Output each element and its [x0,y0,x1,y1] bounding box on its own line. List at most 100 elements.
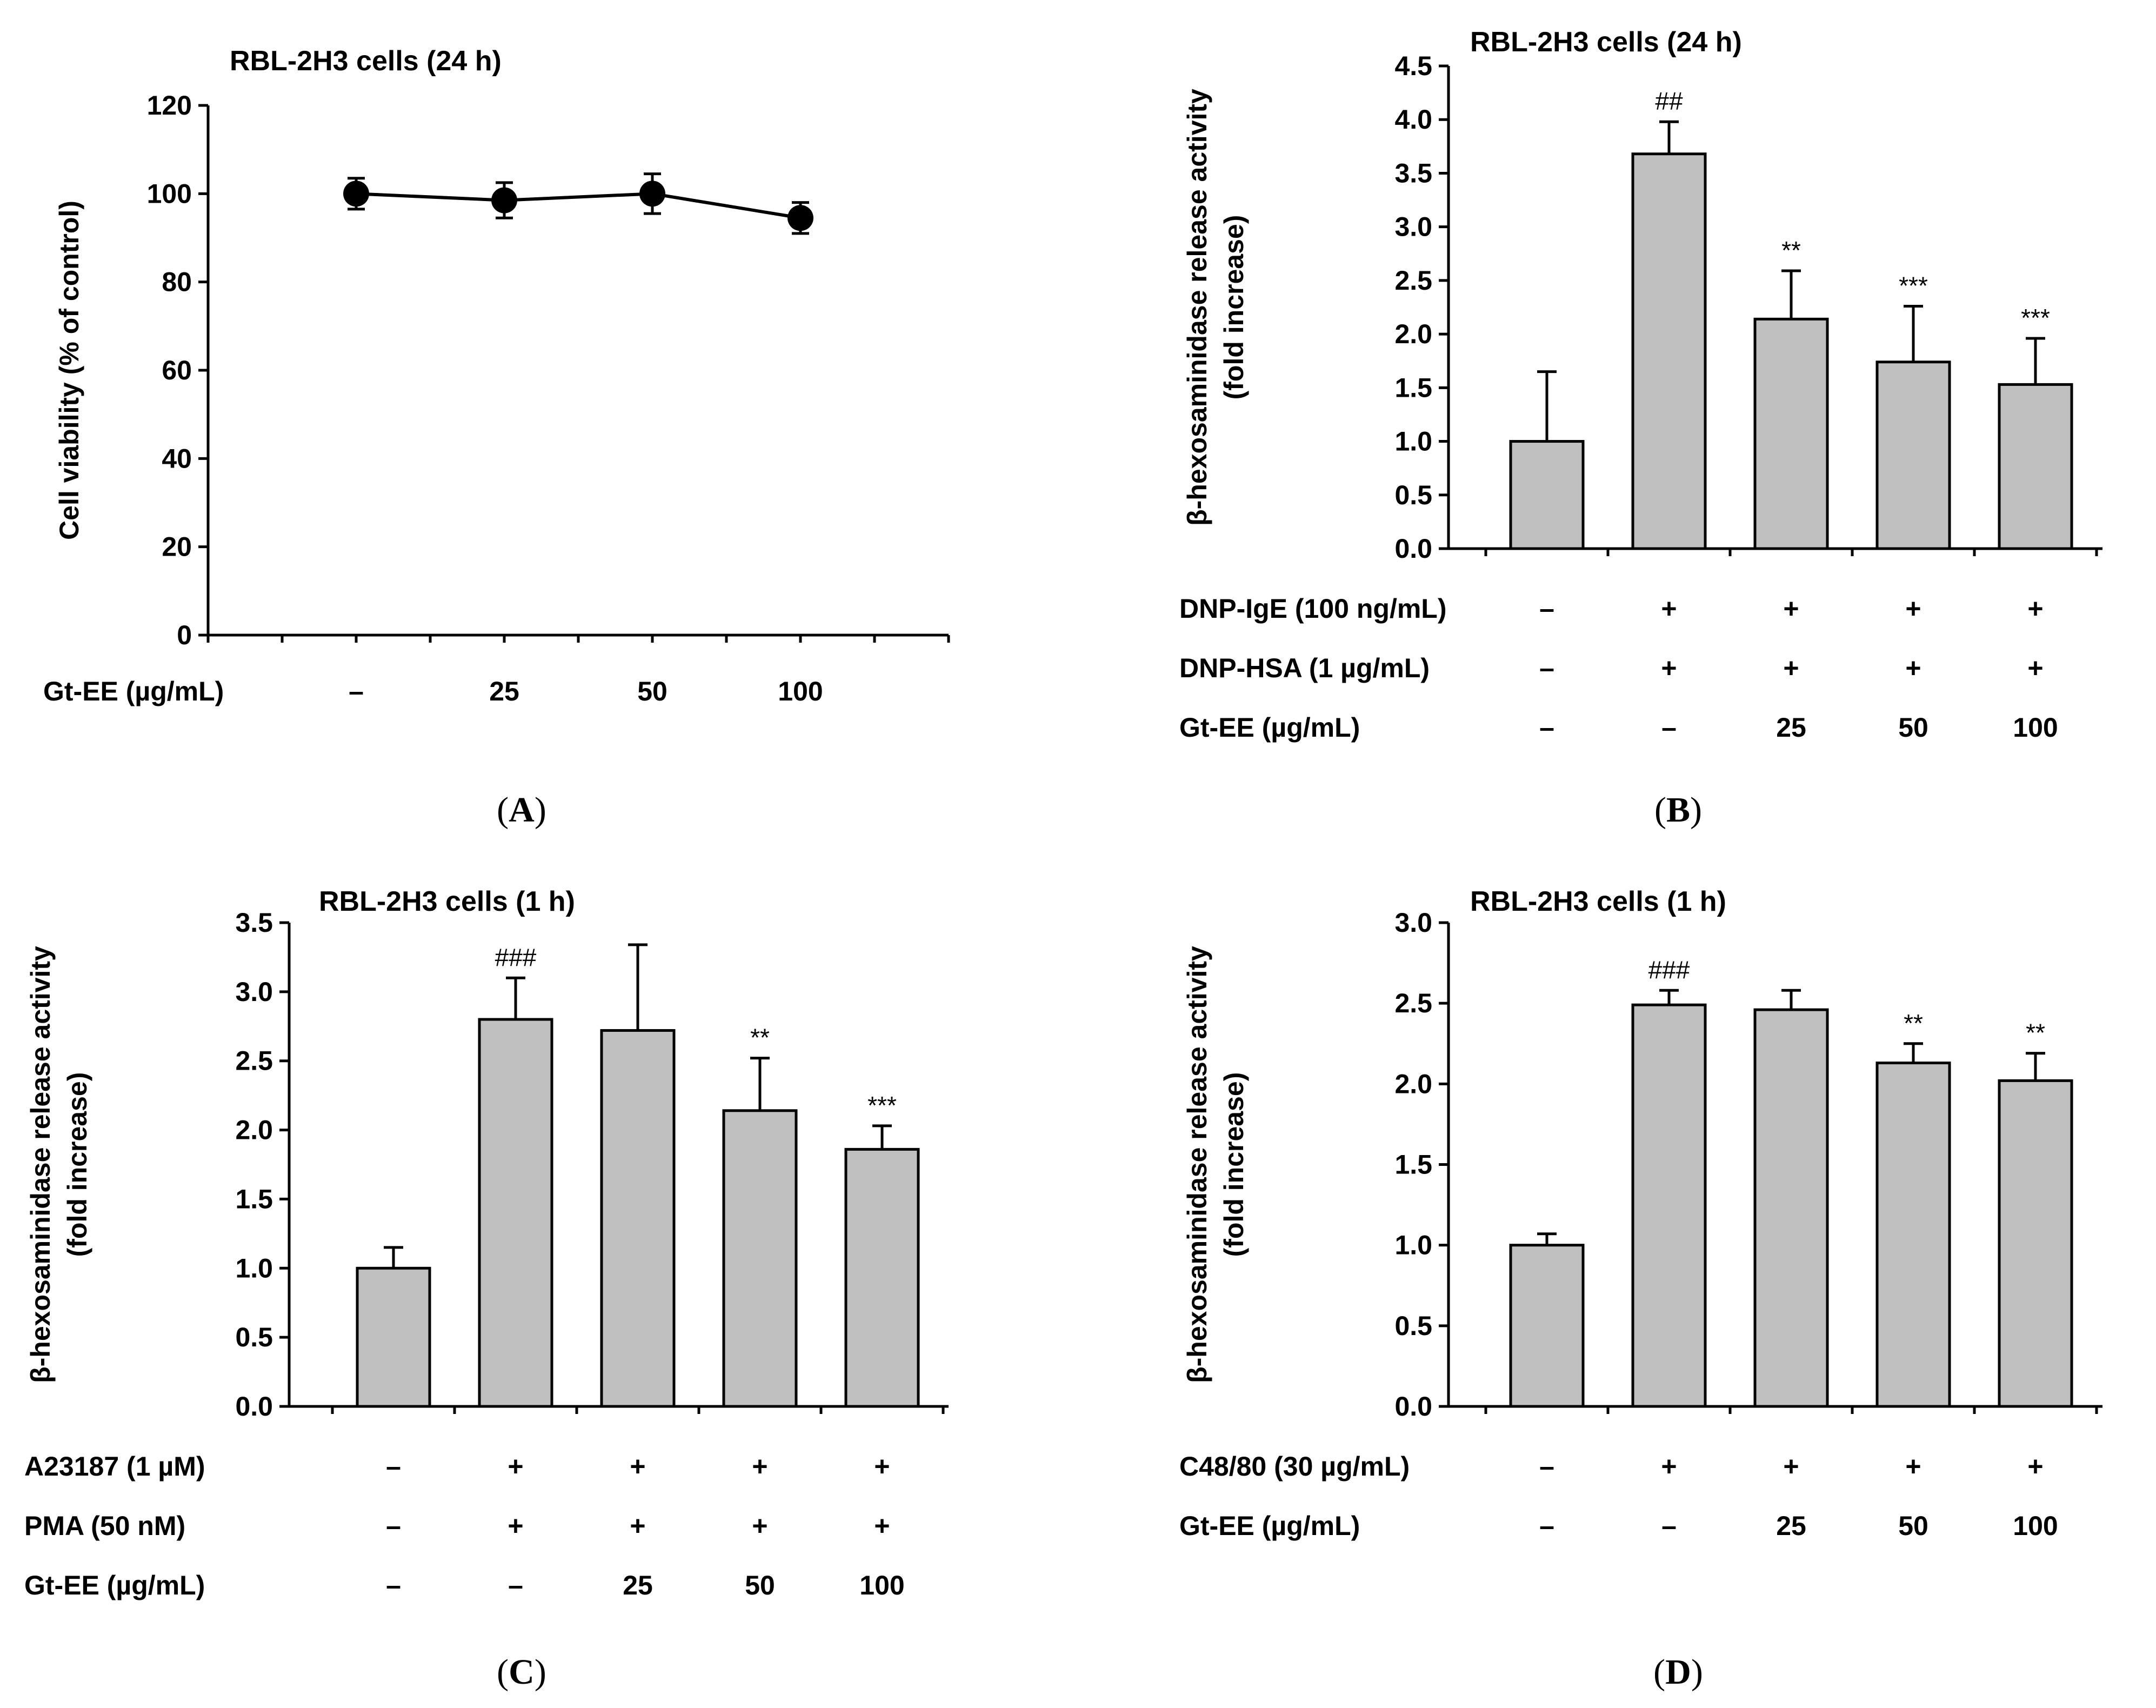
condition-value: – [386,1451,401,1482]
condition-value: + [508,1451,523,1482]
bar [1998,1079,2073,1408]
condition-value: 100 [2013,712,2058,743]
condition-value: + [1783,593,1799,624]
significance-label: ### [495,943,537,971]
condition-value: – [1539,653,1554,683]
y-tick-label: 3.0 [235,977,273,1007]
significance-label: ** [2026,1019,2045,1047]
significance-label: ** [1781,236,1801,264]
significance-label: *** [867,1091,897,1119]
bar [1998,383,2073,550]
condition-value: + [752,1451,767,1482]
condition-value: + [2027,593,2043,624]
significance-label: ** [1904,1009,1923,1037]
condition-value: 50 [1898,712,1928,743]
condition-value: – [386,1570,401,1600]
chart-title: RBL-2H3 cells (1 h) [319,886,575,917]
y-tick-label: 0.5 [1394,480,1432,510]
condition-row-label: Gt-EE (µg/mL) [24,1570,205,1600]
condition-row-label: Gt-EE (µg/mL) [1179,712,1360,743]
bar [600,1029,676,1408]
y-tick-label: 2.0 [235,1115,273,1145]
condition-value: 50 [745,1570,775,1600]
condition-value: 25 [489,676,519,706]
y-tick-label: 1.0 [1394,1230,1432,1260]
y-tick-label: 2.5 [1394,265,1432,296]
bar [844,1147,920,1408]
condition-value: – [349,676,364,706]
y-axis-label-secondary: (fold increase) [1219,1072,1249,1257]
y-tick-label: 3.5 [235,908,273,938]
condition-row-label: DNP-IgE (100 ng/mL) [1179,593,1446,624]
bar [1875,1062,1951,1408]
condition-value: 50 [1898,1511,1928,1541]
condition-value: – [1539,712,1554,743]
condition-row-label: DNP-HSA (1 µg/mL) [1179,653,1430,683]
condition-row-label: Gt-EE (µg/mL) [43,676,224,706]
y-tick-label: 60 [162,355,192,385]
bar [356,1266,431,1408]
y-tick-label: 2.5 [1394,988,1432,1018]
significance-label: ## [1655,87,1683,115]
chart-title: RBL-2H3 cells (1 h) [1470,886,1726,917]
y-axis-label: Cell viability (% of control) [54,201,84,540]
y-tick-label: 0.5 [1394,1311,1432,1341]
y-axis-label: β-hexosaminidase release activity [1182,946,1212,1383]
y-tick-label: 3.0 [1394,908,1432,938]
y-tick-label: 0 [177,620,192,650]
condition-value: + [630,1451,645,1482]
condition-value: – [1539,593,1554,624]
y-tick-label: 20 [162,532,192,562]
y-axis-label-secondary: (fold increase) [1219,215,1249,400]
condition-value: 100 [2013,1511,2058,1541]
y-axis-label-secondary: (fold increase) [62,1072,92,1257]
y-tick-label: 1.5 [235,1184,273,1214]
chart-title: RBL-2H3 cells (24 h) [1470,26,1742,58]
condition-value: 100 [859,1570,904,1600]
panel-label-a: (A) [497,790,546,830]
condition-value: + [2027,653,2043,683]
data-point [343,181,369,207]
y-tick-label: 0.0 [235,1391,273,1422]
bar [1875,361,1951,550]
condition-value: + [752,1511,767,1541]
bar [1631,152,1707,550]
bar [722,1109,798,1408]
bar [1753,317,1829,550]
y-tick-label: 1.0 [1394,426,1432,457]
condition-value: + [1661,593,1677,624]
y-axis-label: β-hexosaminidase release activity [1182,89,1212,526]
significance-label: ** [750,1024,770,1052]
panel-label-c: (C) [497,1652,546,1692]
condition-row-label: Gt-EE (µg/mL) [1179,1511,1360,1541]
chart-title: RBL-2H3 cells (24 h) [230,45,502,77]
bar [1509,1244,1585,1408]
condition-value: – [1539,1511,1554,1541]
data-point [491,187,517,214]
y-tick-label: 40 [162,443,192,473]
y-tick-label: 2.5 [235,1046,273,1076]
condition-value: + [1783,1451,1799,1482]
y-tick-label: 3.0 [1394,212,1432,242]
condition-row-label: C48/80 (30 µg/mL) [1179,1451,1410,1482]
condition-value: + [1661,653,1677,683]
condition-value: + [874,1451,890,1482]
y-tick-label: 4.5 [1394,51,1432,81]
y-tick-label: 100 [147,178,192,209]
y-tick-label: 1.5 [1394,372,1432,403]
condition-row-label: A23187 (1 µM) [24,1451,205,1482]
condition-value: – [1539,1451,1554,1482]
panel-label-d: (D) [1653,1652,1703,1692]
bar [1753,1008,1829,1408]
panel-b-chart: RBL-2H3 cells (24 h) 0.0 0.5 1.0 1.5 2.0 2.5 3.… [1179,26,2102,743]
series-line [356,192,801,220]
condition-value: – [1661,712,1677,743]
y-axis-label: β-hexosaminidase release activity [25,946,56,1383]
condition-value: 50 [637,676,668,706]
condition-value: + [1905,1451,1921,1482]
y-tick-label: 0.0 [1394,533,1432,564]
y-tick-label: 3.5 [1394,158,1432,188]
data-point [787,205,813,231]
condition-value: 100 [778,676,823,706]
condition-value: 25 [1776,712,1806,743]
